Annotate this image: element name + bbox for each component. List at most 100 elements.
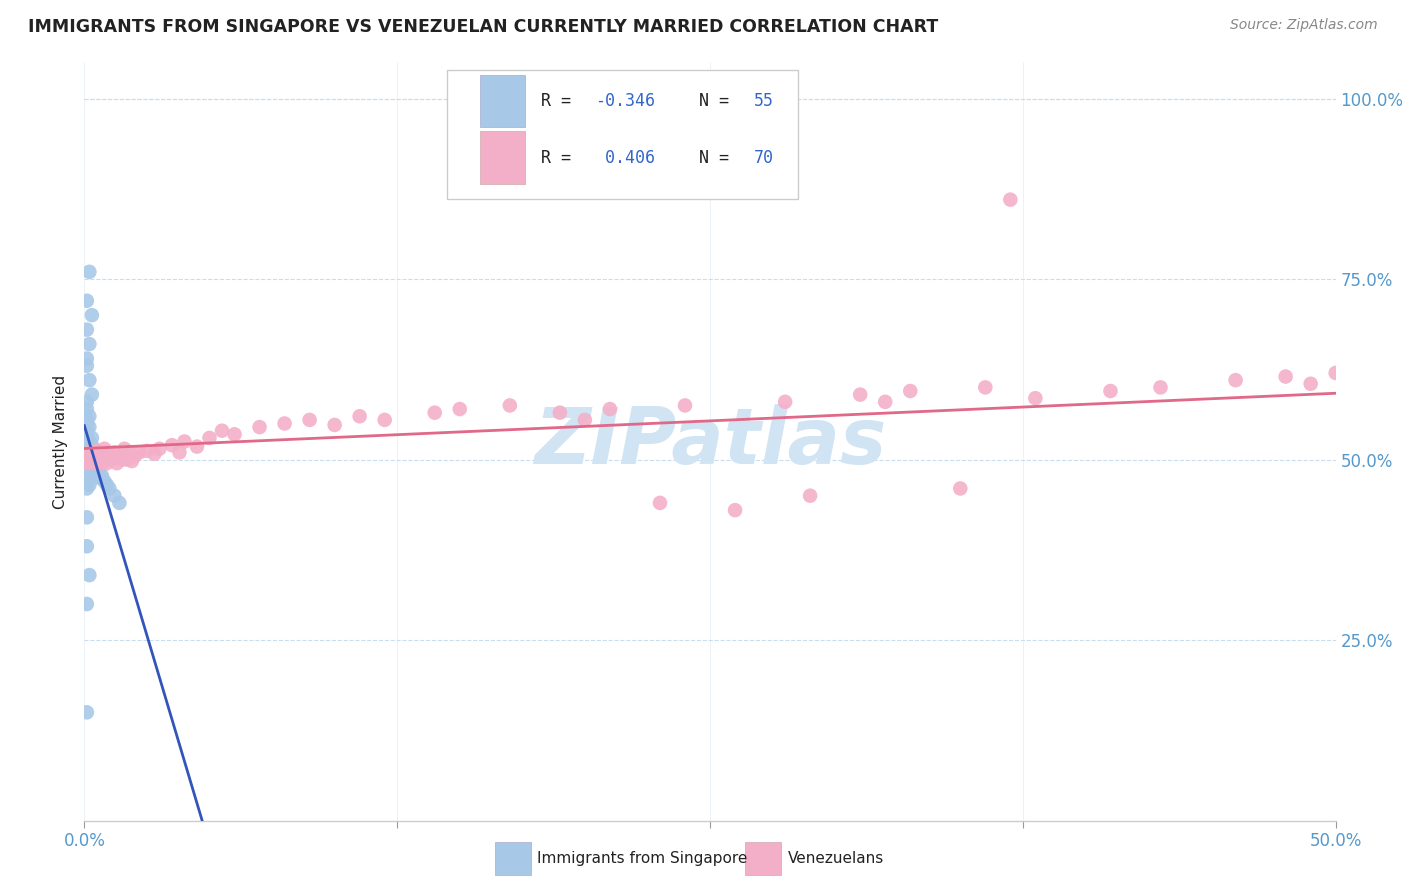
- Point: [79, 445, 101, 459]
- Point: [80, 431, 103, 445]
- Point: [136, 444, 159, 458]
- Point: [79, 452, 101, 467]
- Point: [76, 456, 98, 470]
- Point: [1225, 373, 1247, 387]
- Point: [76, 359, 98, 373]
- Point: [76, 449, 98, 463]
- Point: [298, 413, 321, 427]
- Point: [799, 489, 821, 503]
- Point: [160, 438, 183, 452]
- Point: [121, 454, 143, 468]
- Text: IMMIGRANTS FROM SINGAPORE VS VENEZUELAN CURRENTLY MARRIED CORRELATION CHART: IMMIGRANTS FROM SINGAPORE VS VENEZUELAN …: [28, 18, 938, 36]
- Point: [648, 496, 671, 510]
- Point: [76, 452, 98, 467]
- Point: [273, 417, 295, 431]
- Point: [98, 449, 121, 463]
- Point: [89, 461, 111, 475]
- Point: [1299, 376, 1322, 391]
- Point: [574, 413, 596, 427]
- Point: [96, 478, 118, 492]
- Point: [186, 440, 208, 454]
- Point: [143, 447, 166, 461]
- Point: [79, 337, 101, 351]
- Point: [198, 431, 221, 445]
- Point: [79, 467, 101, 481]
- Point: [93, 442, 115, 456]
- Point: [79, 478, 101, 492]
- Text: Venezuelans: Venezuelans: [787, 851, 884, 866]
- Point: [76, 293, 98, 308]
- Point: [112, 442, 135, 456]
- Point: [949, 482, 972, 496]
- Point: [76, 394, 98, 409]
- Text: R =: R =: [541, 149, 581, 167]
- Point: [169, 445, 191, 459]
- Point: [249, 420, 271, 434]
- Point: [849, 387, 872, 401]
- Text: Immigrants from Singapore: Immigrants from Singapore: [537, 851, 748, 866]
- Point: [86, 444, 108, 458]
- Point: [224, 427, 246, 442]
- Point: [96, 445, 118, 459]
- Point: [89, 451, 111, 466]
- Point: [79, 454, 101, 468]
- Point: [1024, 391, 1046, 405]
- Text: R =: R =: [541, 92, 581, 110]
- Point: [898, 384, 921, 398]
- Point: [96, 456, 118, 470]
- Point: [79, 265, 101, 279]
- Point: [86, 454, 108, 468]
- Point: [773, 394, 796, 409]
- Point: [118, 445, 141, 459]
- Point: [76, 442, 98, 456]
- FancyBboxPatch shape: [479, 75, 524, 127]
- Text: 0.406: 0.406: [595, 149, 655, 167]
- Point: [80, 459, 103, 474]
- Point: [115, 452, 138, 467]
- Point: [76, 323, 98, 337]
- Point: [80, 451, 103, 466]
- Point: [76, 417, 98, 431]
- Point: [76, 424, 98, 438]
- Point: [101, 452, 124, 467]
- Y-axis label: Currently Married: Currently Married: [53, 375, 69, 508]
- Point: [76, 456, 98, 470]
- Text: -0.346: -0.346: [595, 92, 655, 110]
- Point: [148, 442, 170, 456]
- FancyBboxPatch shape: [495, 842, 531, 875]
- Point: [599, 402, 621, 417]
- FancyBboxPatch shape: [479, 131, 524, 184]
- Point: [103, 445, 125, 459]
- Point: [108, 496, 131, 510]
- Point: [89, 470, 111, 484]
- Point: [90, 468, 112, 483]
- Point: [105, 456, 128, 470]
- Point: [974, 380, 997, 394]
- FancyBboxPatch shape: [447, 70, 797, 199]
- Point: [83, 466, 105, 480]
- Point: [76, 351, 98, 366]
- Point: [76, 438, 98, 452]
- Point: [79, 434, 101, 449]
- Point: [76, 539, 98, 553]
- Point: [98, 482, 121, 496]
- Point: [349, 409, 371, 424]
- Point: [76, 427, 98, 442]
- Point: [1274, 369, 1296, 384]
- Point: [1324, 366, 1347, 380]
- Point: [86, 454, 108, 468]
- Point: [128, 445, 150, 459]
- Text: N =: N =: [679, 92, 738, 110]
- Point: [76, 445, 98, 459]
- Point: [80, 458, 103, 473]
- Point: [83, 456, 105, 470]
- Text: ZIPatlas: ZIPatlas: [534, 403, 886, 480]
- Point: [79, 420, 101, 434]
- Point: [80, 387, 103, 401]
- Point: [83, 447, 105, 461]
- Point: [80, 449, 103, 463]
- Point: [89, 449, 111, 463]
- Point: [173, 434, 195, 449]
- FancyBboxPatch shape: [745, 842, 782, 875]
- Point: [79, 409, 101, 424]
